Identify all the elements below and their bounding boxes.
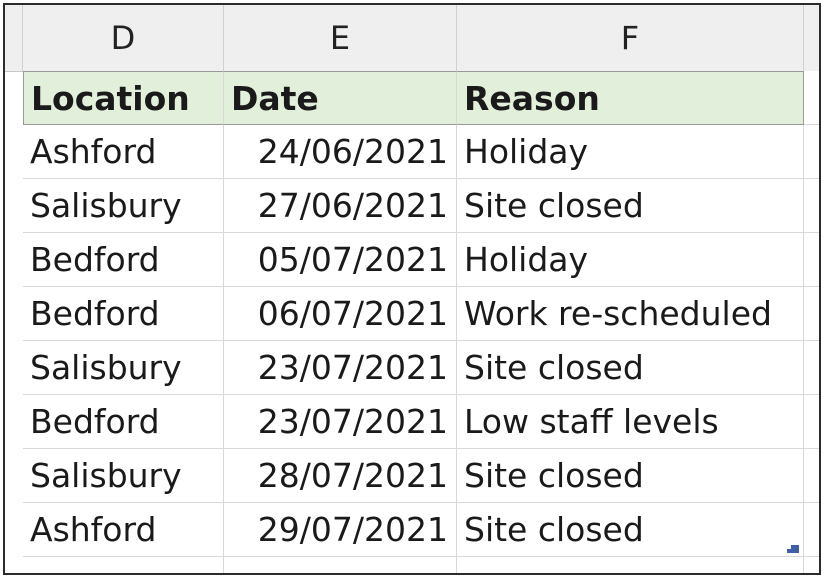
empty-cell[interactable] bbox=[804, 341, 819, 395]
table-row-empty bbox=[5, 557, 819, 573]
cell-reason[interactable]: Site closed bbox=[457, 341, 804, 395]
empty-cell[interactable] bbox=[457, 557, 804, 573]
empty-cell[interactable] bbox=[804, 395, 819, 449]
empty-cell[interactable] bbox=[804, 233, 819, 287]
table-row: Salisbury 23/07/2021 Site closed bbox=[5, 341, 819, 395]
column-header-d[interactable]: D bbox=[23, 5, 224, 71]
cell-reason[interactable]: Site closed bbox=[457, 503, 804, 557]
table-row: Salisbury 27/06/2021 Site closed bbox=[5, 179, 819, 233]
empty-cell[interactable] bbox=[224, 557, 457, 573]
cell-reason[interactable]: Work re-scheduled bbox=[457, 287, 804, 341]
table-row: Bedford 23/07/2021 Low staff levels bbox=[5, 395, 819, 449]
cell-location[interactable]: Salisbury bbox=[23, 449, 224, 503]
table-header-row: Location Date Reason bbox=[5, 71, 819, 125]
empty-cell[interactable] bbox=[804, 287, 819, 341]
cell-date[interactable]: 24/06/2021 bbox=[224, 125, 457, 179]
cell-location[interactable]: Bedford bbox=[23, 395, 224, 449]
empty-cell[interactable] bbox=[804, 71, 819, 125]
cell-date[interactable]: 05/07/2021 bbox=[224, 233, 457, 287]
cell-date[interactable]: 27/06/2021 bbox=[224, 179, 457, 233]
spreadsheet-window: D E F Location Date Reason Ashford 24/06… bbox=[3, 3, 821, 575]
table-row: Ashford 24/06/2021 Holiday bbox=[5, 125, 819, 179]
table-row: Bedford 06/07/2021 Work re-scheduled bbox=[5, 287, 819, 341]
cell-date[interactable]: 29/07/2021 bbox=[224, 503, 457, 557]
cell-date[interactable]: 06/07/2021 bbox=[224, 287, 457, 341]
cell-reason[interactable]: Low staff levels bbox=[457, 395, 804, 449]
empty-cell[interactable] bbox=[804, 449, 819, 503]
column-header-e[interactable]: E bbox=[224, 5, 457, 71]
corner-spacer bbox=[5, 5, 23, 71]
empty-cell[interactable] bbox=[804, 503, 819, 557]
table-row: Salisbury 28/07/2021 Site closed bbox=[5, 449, 819, 503]
table-row: Ashford 29/07/2021 Site closed bbox=[5, 503, 819, 557]
cell-location[interactable]: Salisbury bbox=[23, 341, 224, 395]
column-header-bar: D E F bbox=[5, 5, 819, 72]
cell-reason[interactable]: Holiday bbox=[457, 125, 804, 179]
column-header-f[interactable]: F bbox=[457, 5, 804, 71]
empty-cell[interactable] bbox=[804, 125, 819, 179]
cell-date[interactable]: 23/07/2021 bbox=[224, 395, 457, 449]
cell-reason[interactable]: Holiday bbox=[457, 233, 804, 287]
empty-cell[interactable] bbox=[804, 557, 819, 573]
cell-location[interactable]: Bedford bbox=[23, 287, 224, 341]
cell-location[interactable]: Ashford bbox=[23, 503, 224, 557]
cell-location[interactable]: Salisbury bbox=[23, 179, 224, 233]
fill-handle-icon[interactable] bbox=[787, 545, 799, 553]
cell-date[interactable]: 28/07/2021 bbox=[224, 449, 457, 503]
empty-cell[interactable] bbox=[23, 557, 224, 573]
empty-cell[interactable] bbox=[804, 179, 819, 233]
cell-reason[interactable]: Site closed bbox=[457, 179, 804, 233]
header-cell-reason[interactable]: Reason bbox=[457, 71, 804, 125]
cell-location[interactable]: Bedford bbox=[23, 233, 224, 287]
cell-location[interactable]: Ashford bbox=[23, 125, 224, 179]
header-cell-date[interactable]: Date bbox=[224, 71, 457, 125]
cell-reason[interactable]: Site closed bbox=[457, 449, 804, 503]
column-header-g-partial[interactable] bbox=[804, 5, 819, 71]
cell-date[interactable]: 23/07/2021 bbox=[224, 341, 457, 395]
header-cell-location[interactable]: Location bbox=[23, 71, 224, 125]
table-row: Bedford 05/07/2021 Holiday bbox=[5, 233, 819, 287]
